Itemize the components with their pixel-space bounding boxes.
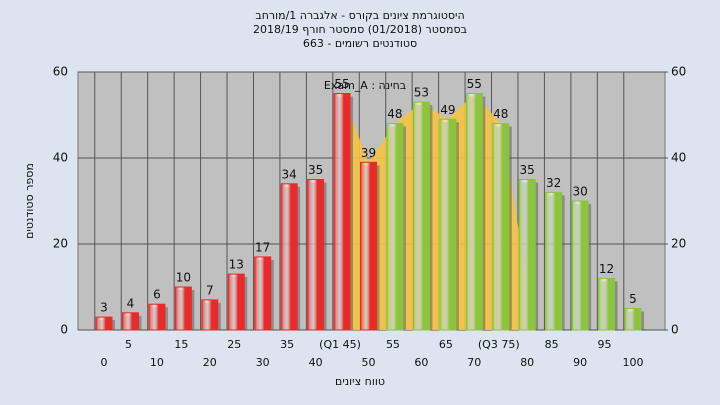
bar bbox=[412, 101, 430, 331]
x-tick-label: 25 bbox=[227, 338, 241, 351]
bar bbox=[174, 286, 192, 331]
bar bbox=[598, 277, 616, 331]
annotation: Exam_A : בחינה bbox=[324, 79, 406, 92]
y-tick-label: 40 bbox=[53, 151, 68, 165]
x-tick-label: 60 bbox=[414, 356, 428, 369]
x-tick-label: 55 bbox=[386, 338, 400, 351]
bar bbox=[121, 312, 139, 331]
data-label: 53 bbox=[414, 86, 429, 100]
x-tick-label: 70 bbox=[467, 356, 481, 369]
bar bbox=[386, 123, 404, 331]
bar bbox=[148, 303, 166, 331]
bar bbox=[95, 316, 113, 331]
data-label: 32 bbox=[546, 176, 561, 190]
data-label: 13 bbox=[229, 258, 244, 272]
data-label: 17 bbox=[255, 240, 270, 254]
data-label: 3 bbox=[100, 301, 108, 315]
bar bbox=[439, 118, 457, 331]
data-label: 35 bbox=[520, 163, 535, 177]
data-label: 48 bbox=[387, 107, 402, 121]
data-label: 7 bbox=[206, 283, 214, 297]
data-label: 34 bbox=[282, 167, 297, 181]
y-tick-label: 20 bbox=[53, 237, 68, 251]
data-label: 55 bbox=[334, 77, 349, 91]
x-tick-label: 85 bbox=[545, 338, 559, 351]
y-axis-label: מספר סטודנטים bbox=[23, 163, 36, 239]
data-label: 6 bbox=[153, 288, 161, 302]
x-tick-label: 30 bbox=[256, 356, 270, 369]
data-label: 49 bbox=[440, 103, 455, 117]
x-tick-label: 65 bbox=[439, 338, 453, 351]
bar bbox=[492, 123, 510, 331]
x-tick-label: 100 bbox=[623, 356, 644, 369]
bar bbox=[254, 256, 272, 331]
bar bbox=[545, 191, 563, 331]
y-tick-label: 60 bbox=[53, 65, 68, 79]
data-label: 10 bbox=[176, 271, 191, 285]
y2-tick-label: 40 bbox=[671, 151, 686, 165]
data-label: 55 bbox=[467, 77, 482, 91]
bar bbox=[280, 183, 298, 331]
x-tick-label: 90 bbox=[573, 356, 587, 369]
x-tick-label: 15 bbox=[174, 338, 188, 351]
bar bbox=[518, 179, 536, 331]
x-tick-label: 95 bbox=[598, 338, 612, 351]
bar bbox=[624, 308, 642, 331]
data-label: 12 bbox=[599, 262, 614, 276]
y-tick-label: 0 bbox=[60, 323, 68, 337]
x-tick-label: 0 bbox=[101, 356, 108, 369]
x-tick-label: 10 bbox=[150, 356, 164, 369]
x-tick-label: (Q1 45) bbox=[319, 338, 361, 351]
x-tick-label: (Q3 75) bbox=[478, 338, 520, 351]
data-label: 4 bbox=[127, 296, 135, 310]
bar bbox=[227, 273, 245, 331]
y2-tick-label: 60 bbox=[671, 65, 686, 79]
chart-subtitle: בסמסטר (01/2018) סמסטר חורף 2018/19 bbox=[253, 23, 467, 36]
x-tick-label: 5 bbox=[125, 338, 132, 351]
x-tick-label: 80 bbox=[520, 356, 534, 369]
x-tick-label: 20 bbox=[203, 356, 217, 369]
x-axis-label: טווח ציונים bbox=[335, 375, 385, 388]
bar bbox=[571, 200, 589, 331]
bar bbox=[201, 299, 219, 331]
y2-tick-label: 0 bbox=[671, 323, 679, 337]
bar bbox=[465, 93, 483, 331]
chart-title: היסטוגרמת ציונים בקורס - אלגברה 1/מורחב bbox=[255, 9, 464, 22]
data-label: 5 bbox=[629, 292, 637, 306]
bar bbox=[360, 161, 377, 331]
chart-subtitle: סטודנטים רשומים - 663 bbox=[303, 37, 417, 50]
data-label: 48 bbox=[493, 107, 508, 121]
data-label: 39 bbox=[361, 146, 376, 160]
data-label: 30 bbox=[572, 185, 587, 199]
x-tick-label: 50 bbox=[362, 356, 376, 369]
x-tick-label: 35 bbox=[280, 338, 294, 351]
bar bbox=[307, 179, 325, 331]
data-label: 35 bbox=[308, 163, 323, 177]
x-tick-label: 40 bbox=[309, 356, 323, 369]
bar bbox=[333, 93, 351, 331]
y2-tick-label: 20 bbox=[671, 237, 686, 251]
